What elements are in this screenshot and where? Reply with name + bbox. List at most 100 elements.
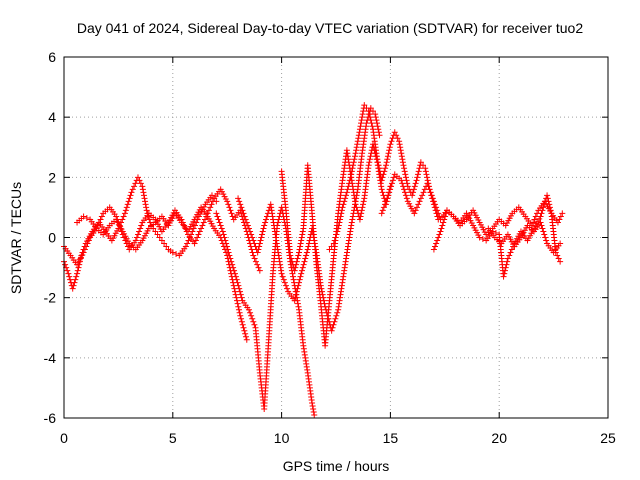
data-point: [242, 333, 249, 340]
data-point: [238, 204, 245, 211]
data-point: [154, 231, 161, 238]
data-point: [98, 213, 105, 220]
data-point: [255, 264, 262, 271]
data-point: [413, 177, 420, 184]
data-point: [355, 132, 362, 139]
data-point: [540, 204, 547, 211]
data-point: [213, 210, 220, 217]
data-point: [432, 243, 439, 250]
data-point: [358, 210, 365, 217]
data-point: [116, 222, 123, 229]
data-point: [398, 150, 405, 157]
y-tick-label: -2: [44, 290, 57, 306]
data-point: [208, 201, 215, 208]
data-point: [332, 234, 339, 241]
series-track-3: [61, 204, 250, 343]
data-point: [412, 180, 419, 187]
data-point: [293, 258, 300, 265]
data-point: [126, 195, 133, 202]
data-point: [301, 258, 308, 265]
data-point: [386, 147, 393, 154]
data-point: [531, 216, 538, 223]
data-point: [414, 171, 421, 178]
data-point: [530, 219, 537, 226]
y-tick-label: -6: [44, 410, 57, 426]
data-point: [208, 192, 215, 199]
data-point: [239, 321, 246, 328]
data-point: [413, 204, 420, 211]
data-point: [554, 252, 561, 259]
data-point: [298, 234, 305, 241]
data-point: [367, 117, 374, 124]
data-point: [357, 213, 364, 220]
data-point: [537, 219, 544, 226]
data-point: [235, 303, 242, 310]
data-point: [384, 195, 391, 202]
data-point: [137, 225, 144, 232]
data-point: [258, 234, 265, 241]
data-point: [237, 312, 244, 319]
series-track-9: [430, 192, 564, 280]
data-point: [238, 315, 245, 322]
data-point: [335, 222, 342, 229]
data-point: [357, 123, 364, 130]
data-point: [252, 258, 259, 265]
data-point: [326, 246, 333, 253]
data-point: [379, 174, 386, 181]
data-point: [399, 180, 406, 187]
data-point: [351, 156, 358, 163]
data-point: [281, 279, 288, 286]
data-point: [479, 236, 486, 243]
data-point: [435, 234, 442, 241]
data-point: [438, 225, 445, 232]
data-point: [427, 189, 434, 196]
data-point: [557, 213, 564, 220]
data-point: [380, 204, 387, 211]
data-point: [342, 195, 349, 202]
data-point: [363, 105, 370, 112]
data-point: [411, 183, 418, 190]
data-point: [243, 336, 250, 343]
data-point: [365, 108, 372, 115]
data-point: [508, 246, 515, 253]
data-point: [305, 240, 312, 247]
data-point: [260, 225, 267, 232]
data-point: [69, 285, 76, 292]
data-point: [328, 243, 335, 250]
data-point: [225, 249, 232, 256]
data-point: [388, 183, 395, 190]
data-point: [198, 225, 205, 232]
data-point: [389, 177, 396, 184]
data-point: [219, 228, 226, 235]
data-point: [546, 201, 553, 208]
data-point: [289, 270, 296, 277]
x-tick-label: 0: [60, 430, 68, 446]
data-point: [424, 174, 431, 181]
data-point: [366, 111, 373, 118]
data-point: [420, 189, 427, 196]
data-point: [302, 255, 309, 262]
data-point: [374, 156, 381, 163]
data-point: [434, 237, 441, 244]
data-point: [334, 309, 341, 316]
data-point: [394, 135, 401, 142]
data-point: [64, 267, 71, 274]
data-point: [249, 249, 256, 256]
data-point: [390, 174, 397, 181]
data-point: [221, 234, 228, 241]
data-point: [163, 243, 170, 250]
data-point: [398, 153, 405, 160]
data-point: [545, 198, 552, 205]
data-point: [224, 198, 231, 205]
data-point: [296, 276, 303, 283]
data-point: [417, 195, 424, 202]
data-point: [365, 162, 372, 169]
data-point: [349, 165, 356, 172]
data-point: [235, 195, 242, 202]
data-point: [434, 207, 441, 214]
data-point: [410, 186, 417, 193]
data-point: [296, 246, 303, 253]
data-point: [256, 240, 263, 247]
data-point: [402, 192, 409, 199]
